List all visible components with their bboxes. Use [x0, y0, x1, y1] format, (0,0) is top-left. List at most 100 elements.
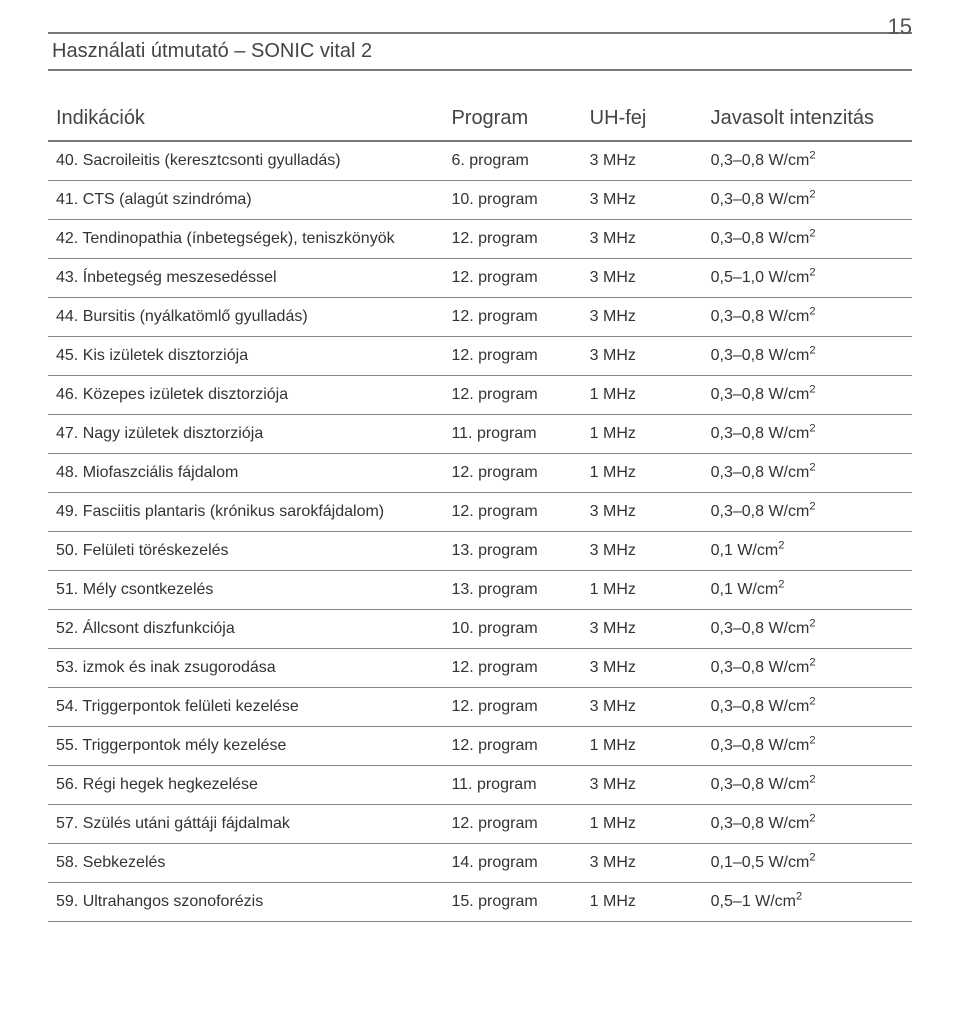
cell-program: 10. program	[445, 181, 583, 220]
cell-indication: 42. Tendinopathia (ínbetegségek), tenisz…	[48, 220, 445, 259]
table-row: 50. Felületi töréskezelés13. program3 MH…	[48, 532, 912, 571]
th-uhfej: UH-fej	[584, 99, 705, 141]
cell-intensity: 0,1 W/cm2	[705, 532, 912, 571]
cell-intensity: 0,3–0,8 W/cm2	[705, 298, 912, 337]
cell-program: 6. program	[445, 141, 583, 181]
cell-program: 12. program	[445, 805, 583, 844]
cell-uhfej: 3 MHz	[584, 688, 705, 727]
table-row: 48. Miofaszciális fájdalom12. program1 M…	[48, 454, 912, 493]
cell-indication: 54. Triggerpontok felületi kezelése	[48, 688, 445, 727]
cell-intensity: 0,3–0,8 W/cm2	[705, 220, 912, 259]
table-row: 45. Kis izületek disztorziója12. program…	[48, 337, 912, 376]
cell-uhfej: 3 MHz	[584, 610, 705, 649]
cell-uhfej: 1 MHz	[584, 727, 705, 766]
cell-intensity: 0,3–0,8 W/cm2	[705, 610, 912, 649]
cell-uhfej: 3 MHz	[584, 649, 705, 688]
cell-intensity: 0,3–0,8 W/cm2	[705, 649, 912, 688]
cell-indication: 46. Közepes izületek disztorziója	[48, 376, 445, 415]
cell-intensity: 0,3–0,8 W/cm2	[705, 181, 912, 220]
title-rule-wrap: Használati útmutató – SONIC vital 2	[48, 32, 912, 71]
cell-indication: 59. Ultrahangos szonoforézis	[48, 883, 445, 922]
cell-program: 12. program	[445, 220, 583, 259]
cell-uhfej: 3 MHz	[584, 220, 705, 259]
cell-intensity: 0,3–0,8 W/cm2	[705, 337, 912, 376]
th-intensity: Javasolt intenzitás	[705, 99, 912, 141]
cell-program: 11. program	[445, 766, 583, 805]
cell-intensity: 0,5–1 W/cm2	[705, 883, 912, 922]
cell-indication: 41. CTS (alagút szindróma)	[48, 181, 445, 220]
cell-intensity: 0,3–0,8 W/cm2	[705, 688, 912, 727]
table-row: 59. Ultrahangos szonoforézis15. program1…	[48, 883, 912, 922]
table-row: 47. Nagy izületek disztorziója11. progra…	[48, 415, 912, 454]
cell-program: 12. program	[445, 649, 583, 688]
cell-program: 15. program	[445, 883, 583, 922]
cell-intensity: 0,1 W/cm2	[705, 571, 912, 610]
cell-indication: 47. Nagy izületek disztorziója	[48, 415, 445, 454]
table-header-row: Indikációk Program UH-fej Javasolt inten…	[48, 99, 912, 141]
cell-program: 14. program	[445, 844, 583, 883]
cell-indication: 40. Sacroileitis (keresztcsonti gyulladá…	[48, 141, 445, 181]
cell-uhfej: 3 MHz	[584, 532, 705, 571]
table-row: 41. CTS (alagút szindróma)10. program3 M…	[48, 181, 912, 220]
indications-table: Indikációk Program UH-fej Javasolt inten…	[48, 99, 912, 922]
cell-uhfej: 1 MHz	[584, 376, 705, 415]
table-row: 49. Fasciitis plantaris (krónikus sarokf…	[48, 493, 912, 532]
table-row: 55. Triggerpontok mély kezelése12. progr…	[48, 727, 912, 766]
cell-intensity: 0,3–0,8 W/cm2	[705, 766, 912, 805]
cell-indication: 55. Triggerpontok mély kezelése	[48, 727, 445, 766]
cell-uhfej: 1 MHz	[584, 454, 705, 493]
table-head: Indikációk Program UH-fej Javasolt inten…	[48, 99, 912, 141]
cell-program: 12. program	[445, 298, 583, 337]
cell-indication: 45. Kis izületek disztorziója	[48, 337, 445, 376]
cell-program: 12. program	[445, 688, 583, 727]
cell-uhfej: 3 MHz	[584, 259, 705, 298]
cell-intensity: 0,3–0,8 W/cm2	[705, 141, 912, 181]
cell-uhfej: 1 MHz	[584, 805, 705, 844]
table-row: 46. Közepes izületek disztorziója12. pro…	[48, 376, 912, 415]
cell-intensity: 0,1–0,5 W/cm2	[705, 844, 912, 883]
table-row: 52. Állcsont diszfunkciója10. program3 M…	[48, 610, 912, 649]
cell-uhfej: 3 MHz	[584, 766, 705, 805]
cell-uhfej: 3 MHz	[584, 141, 705, 181]
table-row: 44. Bursitis (nyálkatömlő gyulladás)12. …	[48, 298, 912, 337]
cell-program: 11. program	[445, 415, 583, 454]
cell-indication: 50. Felületi töréskezelés	[48, 532, 445, 571]
cell-program: 12. program	[445, 727, 583, 766]
cell-intensity: 0,3–0,8 W/cm2	[705, 376, 912, 415]
cell-uhfej: 3 MHz	[584, 181, 705, 220]
table-body: 40. Sacroileitis (keresztcsonti gyulladá…	[48, 141, 912, 922]
cell-intensity: 0,3–0,8 W/cm2	[705, 493, 912, 532]
page-title: Használati útmutató – SONIC vital 2	[48, 40, 912, 63]
cell-program: 13. program	[445, 532, 583, 571]
cell-uhfej: 1 MHz	[584, 415, 705, 454]
cell-program: 10. program	[445, 610, 583, 649]
cell-indication: 56. Régi hegek hegkezelése	[48, 766, 445, 805]
cell-indication: 57. Szülés utáni gáttáji fájdalmak	[48, 805, 445, 844]
cell-intensity: 0,3–0,8 W/cm2	[705, 454, 912, 493]
page: 15 Használati útmutató – SONIC vital 2 I…	[0, 0, 960, 942]
cell-indication: 51. Mély csontkezelés	[48, 571, 445, 610]
cell-intensity: 0,5–1,0 W/cm2	[705, 259, 912, 298]
cell-program: 12. program	[445, 337, 583, 376]
cell-indication: 49. Fasciitis plantaris (krónikus sarokf…	[48, 493, 445, 532]
cell-program: 12. program	[445, 259, 583, 298]
table-row: 58. Sebkezelés14. program3 MHz0,1–0,5 W/…	[48, 844, 912, 883]
table-row: 57. Szülés utáni gáttáji fájdalmak12. pr…	[48, 805, 912, 844]
cell-uhfej: 1 MHz	[584, 883, 705, 922]
cell-uhfej: 3 MHz	[584, 337, 705, 376]
cell-indication: 48. Miofaszciális fájdalom	[48, 454, 445, 493]
cell-indication: 58. Sebkezelés	[48, 844, 445, 883]
cell-uhfej: 3 MHz	[584, 298, 705, 337]
table-row: 54. Triggerpontok felületi kezelése12. p…	[48, 688, 912, 727]
table-row: 43. Ínbetegség meszesedéssel12. program3…	[48, 259, 912, 298]
cell-program: 13. program	[445, 571, 583, 610]
table-row: 42. Tendinopathia (ínbetegségek), tenisz…	[48, 220, 912, 259]
cell-program: 12. program	[445, 376, 583, 415]
th-program: Program	[445, 99, 583, 141]
table-row: 40. Sacroileitis (keresztcsonti gyulladá…	[48, 141, 912, 181]
cell-intensity: 0,3–0,8 W/cm2	[705, 805, 912, 844]
table-row: 56. Régi hegek hegkezelése11. program3 M…	[48, 766, 912, 805]
cell-indication: 43. Ínbetegség meszesedéssel	[48, 259, 445, 298]
cell-indication: 53. izmok és inak zsugorodása	[48, 649, 445, 688]
cell-program: 12. program	[445, 454, 583, 493]
